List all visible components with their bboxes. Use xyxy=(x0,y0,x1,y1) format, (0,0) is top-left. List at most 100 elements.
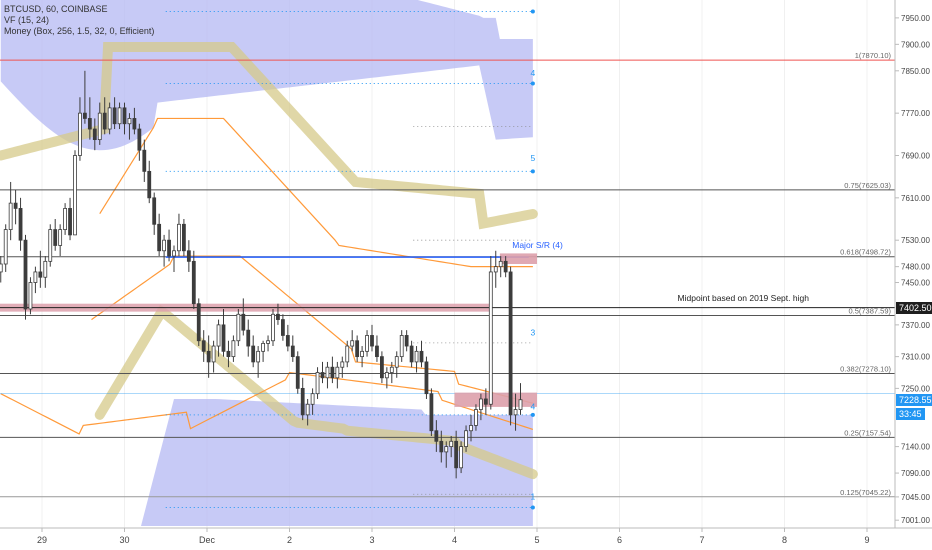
candle-body xyxy=(454,440,459,469)
candle-body xyxy=(394,356,399,368)
y-tick-label: 7530.00 xyxy=(901,236,930,245)
candle-body xyxy=(107,107,112,130)
candle-body xyxy=(300,387,305,416)
candle-body xyxy=(167,239,171,257)
candle-body xyxy=(246,329,251,347)
vf-indicator-label: VF (15, 24) xyxy=(4,15,50,25)
y-tick-label: 7140.00 xyxy=(901,443,930,452)
candle-body xyxy=(266,340,270,344)
lower-cloud xyxy=(42,398,533,526)
candle-body xyxy=(191,260,196,305)
candle-body xyxy=(251,345,256,363)
sr-zone xyxy=(499,253,537,264)
fib-label: 0.5(7387.59) xyxy=(848,307,891,316)
candle-body xyxy=(73,155,77,236)
box-label: 1 xyxy=(531,492,536,502)
candle-body xyxy=(206,350,211,363)
candle-body xyxy=(177,223,181,252)
candle-body xyxy=(290,345,295,358)
candle-body xyxy=(58,229,63,246)
candle-body xyxy=(424,361,429,395)
money-indicator-label: Money (Box, 256, 1.5, 32, 0, Efficient) xyxy=(4,26,155,36)
candle-body xyxy=(449,440,454,448)
candle-body xyxy=(68,208,72,236)
candle-body xyxy=(152,197,157,225)
price-tag: 7228.55 xyxy=(896,393,932,406)
symbol-label: BTCUSD, 60, COINBASE xyxy=(4,4,108,14)
box-level-dot xyxy=(530,9,535,14)
candle-body xyxy=(483,398,488,405)
x-tick-label: 29 xyxy=(37,535,47,545)
y-tick-label: 7950.00 xyxy=(901,14,930,23)
candle-body xyxy=(478,398,483,410)
candle-body xyxy=(162,239,167,252)
candle-body xyxy=(340,361,345,368)
candle-body xyxy=(384,372,389,379)
candle-body xyxy=(117,107,122,125)
candle-body xyxy=(226,350,231,358)
candle-body xyxy=(508,271,513,416)
candle-body xyxy=(186,250,191,262)
x-tick-label: 9 xyxy=(864,535,869,545)
y-tick-label: 7250.00 xyxy=(901,384,930,393)
candle-body xyxy=(97,112,102,141)
fib-label: 1(7870.10) xyxy=(855,51,892,60)
orange-lower xyxy=(0,371,534,435)
y-tick-label: 7450.00 xyxy=(901,279,930,288)
candle-body xyxy=(295,356,300,389)
candle-body xyxy=(350,340,355,347)
y-tick-label: 7610.00 xyxy=(901,194,930,203)
x-tick-label: 5 xyxy=(534,535,539,545)
upper-cloud xyxy=(0,0,533,151)
candle-body xyxy=(216,324,221,347)
candle-body xyxy=(53,229,58,246)
candle-body xyxy=(429,393,434,432)
candle-body xyxy=(503,260,508,273)
candle-body xyxy=(389,366,394,373)
candle-body xyxy=(439,440,444,453)
candle-body xyxy=(8,202,13,230)
candle-body xyxy=(13,202,18,209)
candle-body xyxy=(409,345,414,363)
candle-body xyxy=(285,335,290,347)
candle-body xyxy=(330,366,335,379)
candle-body xyxy=(28,282,33,310)
candle-body xyxy=(498,260,503,268)
candle-body xyxy=(0,263,3,273)
candle-body xyxy=(315,372,320,395)
x-tick-label: 7 xyxy=(699,535,704,545)
x-tick-label: 2 xyxy=(287,535,292,545)
candle-body xyxy=(325,366,330,379)
x-tick-label: 8 xyxy=(782,535,787,545)
y-tick-label: 7001.00 xyxy=(901,516,930,525)
candle-body xyxy=(459,446,464,469)
candle-body xyxy=(48,229,53,262)
candle-body xyxy=(513,409,518,416)
orange-upper xyxy=(99,117,533,268)
candle-body xyxy=(18,208,23,241)
y-tick-label: 7370.00 xyxy=(901,321,930,330)
candle-body xyxy=(305,403,310,416)
candle-body xyxy=(87,118,92,130)
candle-body xyxy=(231,340,236,358)
major-sr-annotation: Major S/R (4) xyxy=(512,240,563,250)
candle-body xyxy=(83,112,87,119)
price-tag: 7402.50 xyxy=(896,301,932,314)
candle-body xyxy=(3,229,8,265)
box-label: 4 xyxy=(531,68,536,78)
candle-body xyxy=(355,340,360,358)
candle-body xyxy=(375,345,379,358)
candle-body xyxy=(181,223,186,252)
x-tick-label: Dec xyxy=(199,535,216,545)
box-level-dot xyxy=(530,412,535,417)
candle-body xyxy=(320,372,325,379)
candle-body xyxy=(132,118,137,130)
candle-body xyxy=(137,128,142,151)
candle-body xyxy=(172,250,176,257)
x-tick-label: 6 xyxy=(617,535,622,545)
candle-body xyxy=(261,342,266,352)
candle-body xyxy=(78,112,82,156)
current-zone xyxy=(454,392,537,407)
y-tick-label: 7690.00 xyxy=(901,151,930,160)
